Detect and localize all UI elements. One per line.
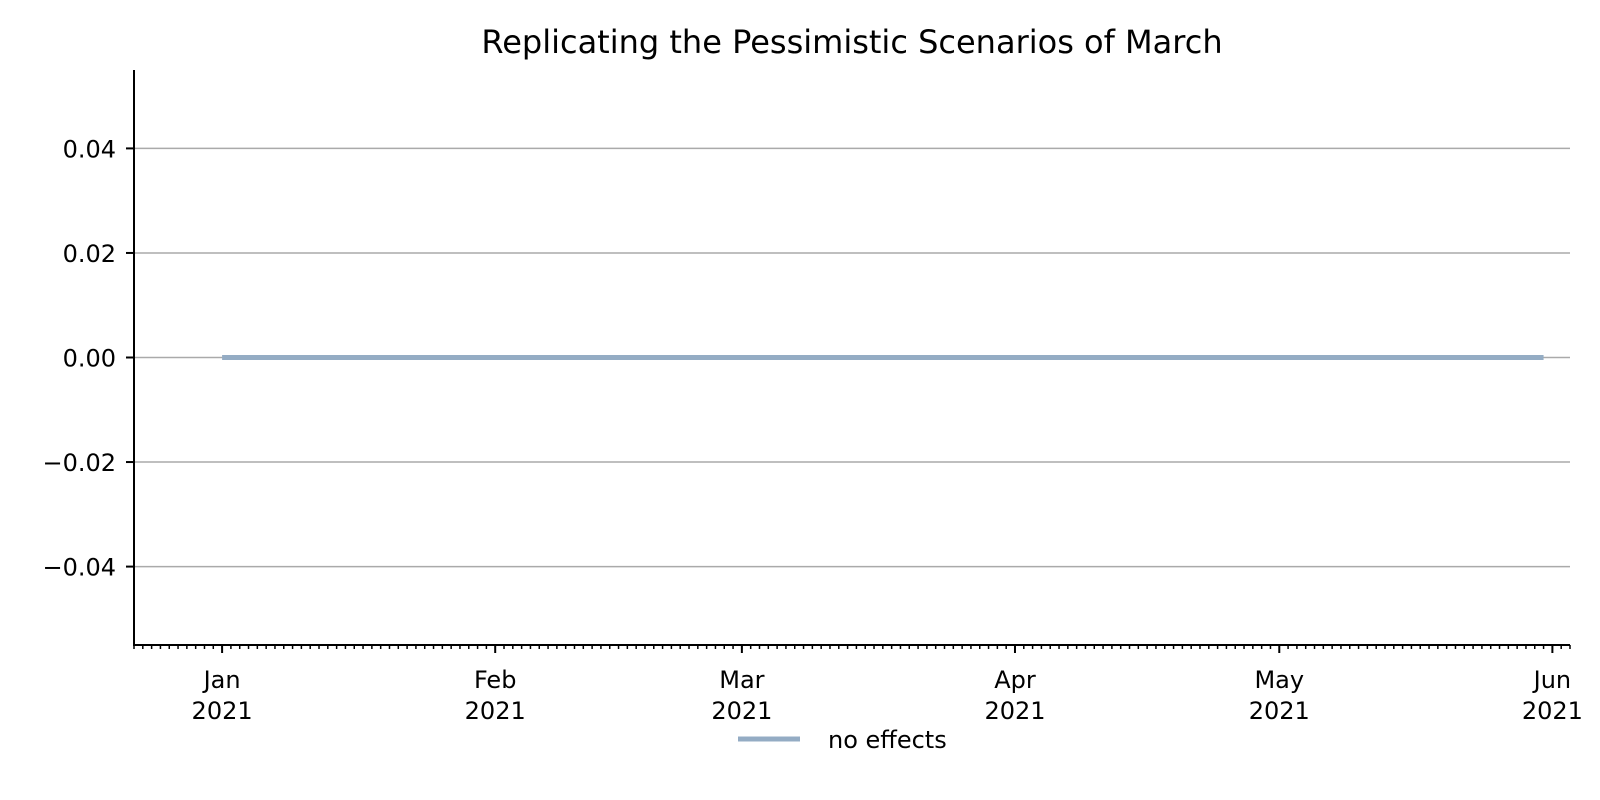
x-tick-label-month: Jan [202,666,241,694]
y-ticks: −0.04 −0.02 0.00 0.02 0.04 [42,135,134,582]
y-tick-label: 0.00 [63,345,116,373]
x-tick-label-year: 2021 [1522,697,1583,725]
y-tick-label: −0.02 [42,449,116,477]
x-tick-label-year: 2021 [984,697,1045,725]
legend: no effects [738,726,947,754]
x-tick-label-month: Jun [1532,666,1572,694]
y-tick-label: 0.02 [63,240,116,268]
x-ticks: Jan 2021 Feb 2021 Mar 2021 Apr 2021 May 2021 Jun 20… [133,645,1583,725]
chart-title: Replicating the Pessimistic Scenarios of… [481,23,1222,61]
x-tick-label-year: 2021 [465,697,526,725]
y-tick-label: −0.04 [42,554,116,582]
legend-label: no effects [828,726,947,754]
x-tick-label-month: May [1254,666,1304,694]
x-tick-label-month: Apr [994,666,1036,694]
x-tick-label-year: 2021 [1249,697,1310,725]
x-tick-label-year: 2021 [192,697,253,725]
x-tick-label-month: Feb [474,666,517,694]
x-tick-label-month: Mar [719,666,764,694]
y-tick-label: 0.04 [63,135,116,163]
x-tick-label-year: 2021 [711,697,772,725]
